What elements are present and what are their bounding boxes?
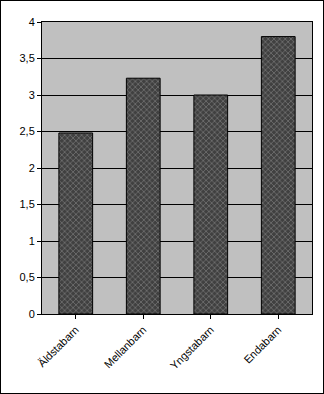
- svg-text:2,5: 2,5: [20, 125, 35, 137]
- svg-text:Äldstabarn: Äldstabarn: [35, 324, 81, 370]
- svg-text:1,5: 1,5: [20, 198, 35, 210]
- svg-text:0,5: 0,5: [20, 271, 35, 283]
- svg-text:1: 1: [29, 235, 35, 247]
- svg-text:Yngstabarn: Yngstabarn: [168, 324, 216, 372]
- svg-text:Mellanbarn: Mellanbarn: [102, 324, 149, 371]
- svg-text:3: 3: [29, 89, 35, 101]
- svg-text:0: 0: [29, 308, 35, 320]
- svg-text:4: 4: [29, 16, 35, 28]
- svg-text:Endabarn: Endabarn: [241, 324, 283, 366]
- svg-text:3,5: 3,5: [20, 52, 35, 64]
- svg-text:2: 2: [29, 162, 35, 174]
